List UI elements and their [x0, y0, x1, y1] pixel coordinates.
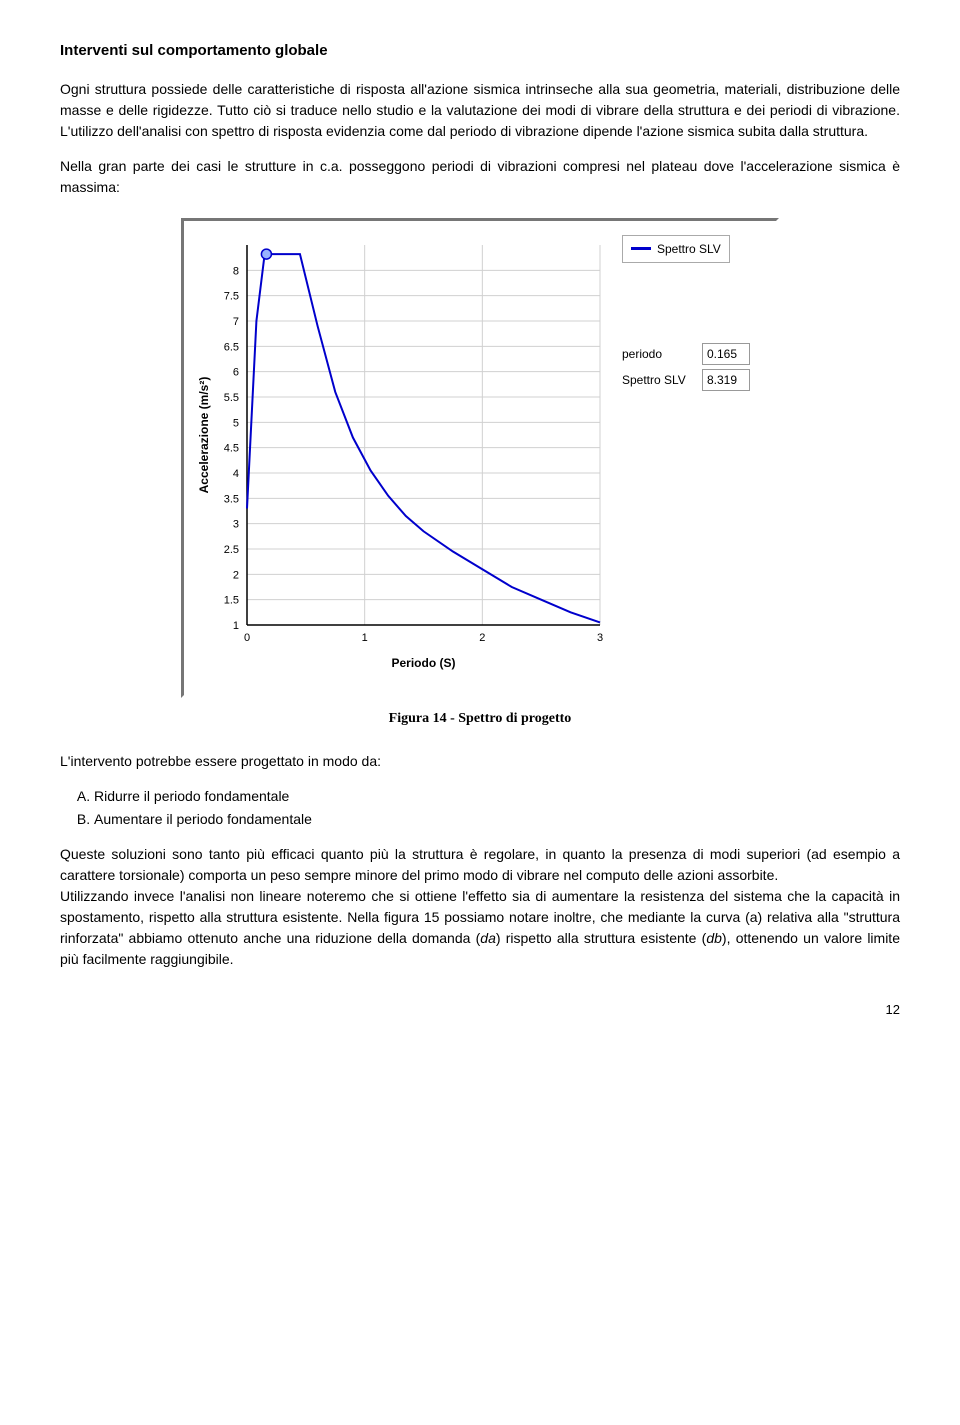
svg-text:3.5: 3.5	[224, 493, 239, 505]
figure-caption: Figura 14 - Spettro di progetto	[60, 708, 900, 729]
spectrum-chart-svg: 012311.522.533.544.555.566.577.58Periodo…	[192, 235, 612, 675]
legend-swatch	[631, 247, 651, 250]
option-b: Aumentare il periodo fondamentale	[94, 809, 900, 830]
p4-db: db	[706, 930, 722, 946]
readout-row-spettro: Spettro SLV 8.319	[622, 369, 762, 391]
chart-legend-column: Spettro SLV periodo 0.165 Spettro SLV 8.…	[612, 235, 762, 681]
legend-label: Spettro SLV	[657, 240, 721, 258]
svg-text:2.5: 2.5	[224, 544, 239, 556]
svg-text:Periodo (S): Periodo (S)	[391, 656, 455, 670]
chart-container: 012311.522.533.544.555.566.577.58Periodo…	[60, 218, 900, 698]
readout-value-spettro: 8.319	[702, 369, 750, 391]
p4-da: da	[480, 930, 496, 946]
svg-text:3: 3	[597, 632, 603, 644]
svg-text:7.5: 7.5	[224, 290, 239, 302]
readout-label-spettro: Spettro SLV	[622, 371, 694, 389]
chart-plot: 012311.522.533.544.555.566.577.58Periodo…	[192, 235, 612, 681]
svg-text:1: 1	[362, 632, 368, 644]
p4-prefix: Queste soluzioni sono tanto più efficaci…	[60, 846, 900, 883]
readout-label-periodo: periodo	[622, 345, 694, 363]
paragraph-3: L'intervento potrebbe essere progettato …	[60, 751, 900, 772]
chart-panel: 012311.522.533.544.555.566.577.58Periodo…	[181, 218, 779, 698]
paragraph-1: Ogni struttura possiede delle caratteris…	[60, 79, 900, 142]
p4-mid: ) rispetto alla struttura esistente (	[496, 930, 706, 946]
readout-row-periodo: periodo 0.165	[622, 343, 762, 365]
svg-text:Accelerazione (m/s²): Accelerazione (m/s²)	[197, 376, 211, 493]
option-a: Ridurre il periodo fondamentale	[94, 786, 900, 807]
svg-text:2: 2	[479, 632, 485, 644]
paragraph-4: Queste soluzioni sono tanto più efficaci…	[60, 844, 900, 970]
svg-text:7: 7	[233, 316, 239, 328]
options-list: Ridurre il periodo fondamentale Aumentar…	[60, 786, 900, 830]
legend-box: Spettro SLV	[622, 235, 730, 263]
svg-text:4: 4	[233, 468, 239, 480]
svg-text:0: 0	[244, 632, 250, 644]
paragraph-2: Nella gran parte dei casi le strutture i…	[60, 156, 900, 198]
svg-text:6: 6	[233, 366, 239, 378]
svg-text:4.5: 4.5	[224, 442, 239, 454]
svg-text:2: 2	[233, 569, 239, 581]
svg-text:1.5: 1.5	[224, 594, 239, 606]
svg-text:1: 1	[233, 620, 239, 632]
svg-text:3: 3	[233, 518, 239, 530]
page-number: 12	[60, 1000, 900, 1020]
svg-text:6.5: 6.5	[224, 341, 239, 353]
svg-text:5.5: 5.5	[224, 392, 239, 404]
section-heading: Interventi sul comportamento globale	[60, 40, 900, 63]
svg-text:8: 8	[233, 265, 239, 277]
svg-text:5: 5	[233, 417, 239, 429]
readout-value-periodo: 0.165	[702, 343, 750, 365]
